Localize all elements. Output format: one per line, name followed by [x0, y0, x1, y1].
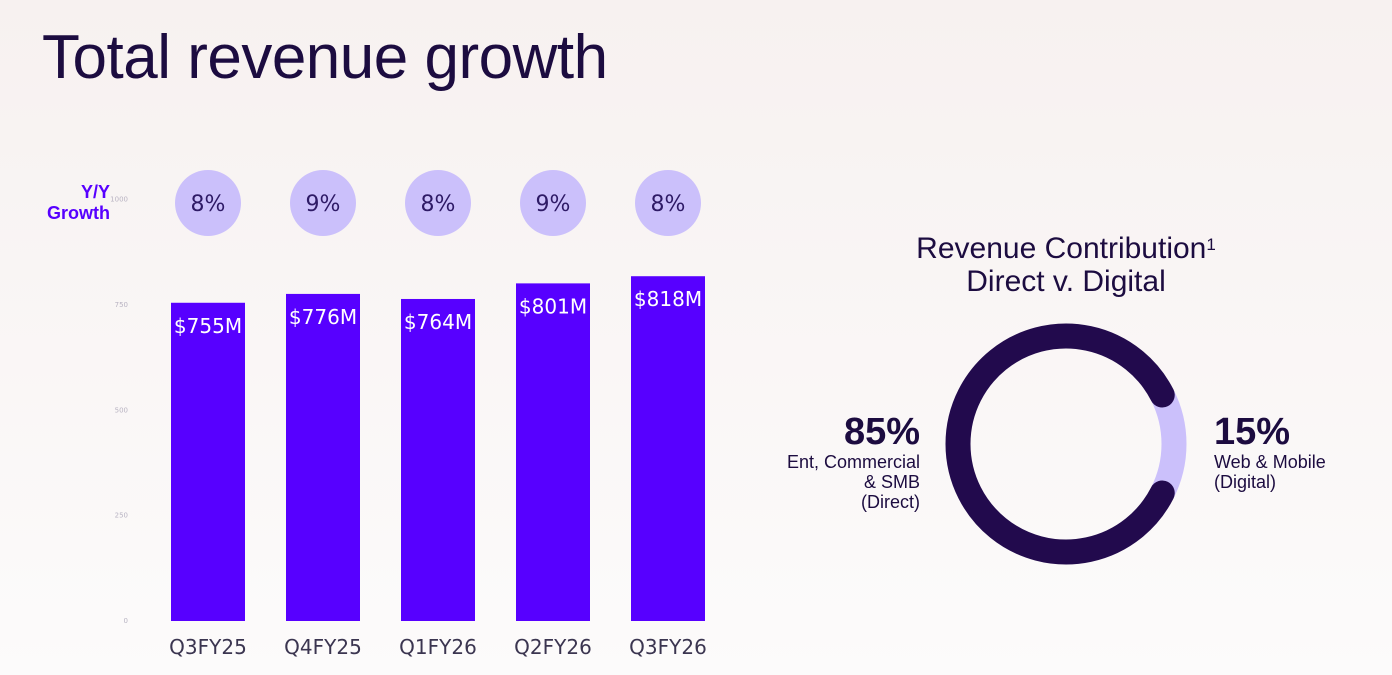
revenue-bar-chart: 0 250 500 750 1000 $755M 8% Q3FY25 $776M 9% Q4FY25…	[110, 170, 707, 659]
donut-title-footnote: 1	[1206, 235, 1216, 254]
revenue-bar	[631, 276, 705, 621]
bar-value-label: $801M	[519, 294, 587, 318]
category-label: Q3FY26	[629, 635, 707, 659]
donut-title: Revenue Contribution1 Direct v. Digital	[866, 232, 1266, 298]
donut-slice-digital	[1150, 389, 1187, 499]
growth-bubble	[405, 170, 471, 236]
y-tick-label: 0	[124, 617, 128, 625]
y-tick-label: 500	[115, 406, 128, 414]
growth-value: 8%	[421, 192, 456, 217]
revenue-contribution-donut	[945, 323, 1187, 565]
category-label: Q3FY25	[169, 635, 247, 659]
category-label: Q1FY26	[399, 635, 477, 659]
growth-value: 8%	[191, 192, 226, 217]
revenue-bar	[516, 283, 590, 621]
growth-bubble	[520, 170, 586, 236]
bar-value-label: $776M	[289, 305, 357, 329]
direct-description: Ent, Commercial & SMB (Direct)	[786, 452, 920, 512]
y-tick-label: 1000	[110, 196, 128, 204]
growth-value: 8%	[651, 192, 686, 217]
growth-bubble	[175, 170, 241, 236]
yoy-label-line1: Y/Y	[80, 182, 110, 202]
revenue-bar	[401, 298, 475, 621]
growth-value: 9%	[536, 192, 571, 217]
digital-legend: 15% Web & Mobile (Digital)	[1214, 412, 1384, 492]
growth-bubble	[290, 170, 356, 236]
revenue-bar	[286, 293, 360, 621]
direct-percentage: 85%	[843, 411, 920, 453]
donut-slice-direct	[945, 323, 1175, 565]
revenue-bar	[171, 302, 245, 621]
category-label: Q2FY26	[514, 635, 592, 659]
digital-description: Web & Mobile (Digital)	[1214, 452, 1326, 492]
growth-value: 9%	[306, 192, 341, 217]
donut-subtitle: Direct v. Digital	[966, 265, 1166, 298]
category-label: Q4FY25	[284, 635, 362, 659]
direct-legend: 85% Ent, Commercial & SMB (Direct)	[730, 412, 920, 512]
digital-percentage: 15%	[1214, 411, 1291, 453]
growth-bubble	[635, 170, 701, 236]
bar-value-label: $818M	[634, 287, 702, 311]
yoy-label-line2: Growth	[47, 203, 110, 223]
bar-value-label: $764M	[404, 310, 472, 334]
page-title: Total revenue growth	[42, 23, 608, 92]
y-tick-label: 250	[115, 512, 128, 520]
yoy-growth-label: Y/Y Growth	[30, 182, 110, 224]
donut-title-text: Revenue Contribution	[916, 232, 1207, 265]
y-tick-label: 750	[115, 301, 128, 309]
bar-value-label: $755M	[174, 314, 242, 338]
